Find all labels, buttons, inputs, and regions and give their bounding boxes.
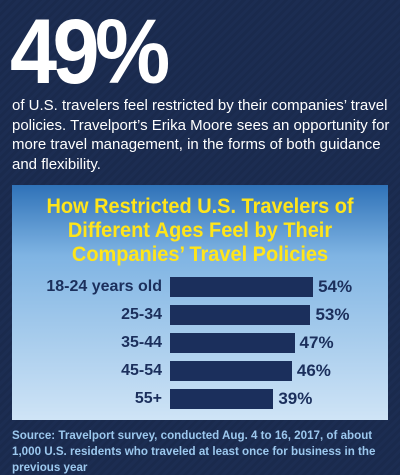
category-label: 45-54 [121, 362, 162, 379]
chart-panel: How Restricted U.S. Travelers of Differe… [12, 185, 388, 420]
bar [170, 277, 314, 297]
value-label: 53% [315, 305, 350, 324]
bar [170, 361, 292, 381]
value-label: 46% [296, 361, 331, 380]
bar [170, 305, 311, 325]
bar [170, 389, 274, 409]
chart-title: How Restricted U.S. Travelers of Differe… [46, 195, 354, 266]
value-label: 39% [278, 389, 313, 408]
value-label: 47% [299, 333, 334, 352]
source-note: Source: Travelport survey, conducted Aug… [12, 429, 376, 474]
category-label: 35-44 [121, 334, 162, 351]
category-label: 18-24 years old [46, 278, 162, 295]
category-label: 25-34 [121, 306, 162, 323]
category-label: 55+ [134, 390, 162, 407]
headline: 49% [10, 1, 170, 103]
bar [170, 333, 295, 353]
intro-text: of U.S. travelers feel restricted by the… [12, 97, 390, 173]
value-label: 54% [318, 277, 353, 296]
